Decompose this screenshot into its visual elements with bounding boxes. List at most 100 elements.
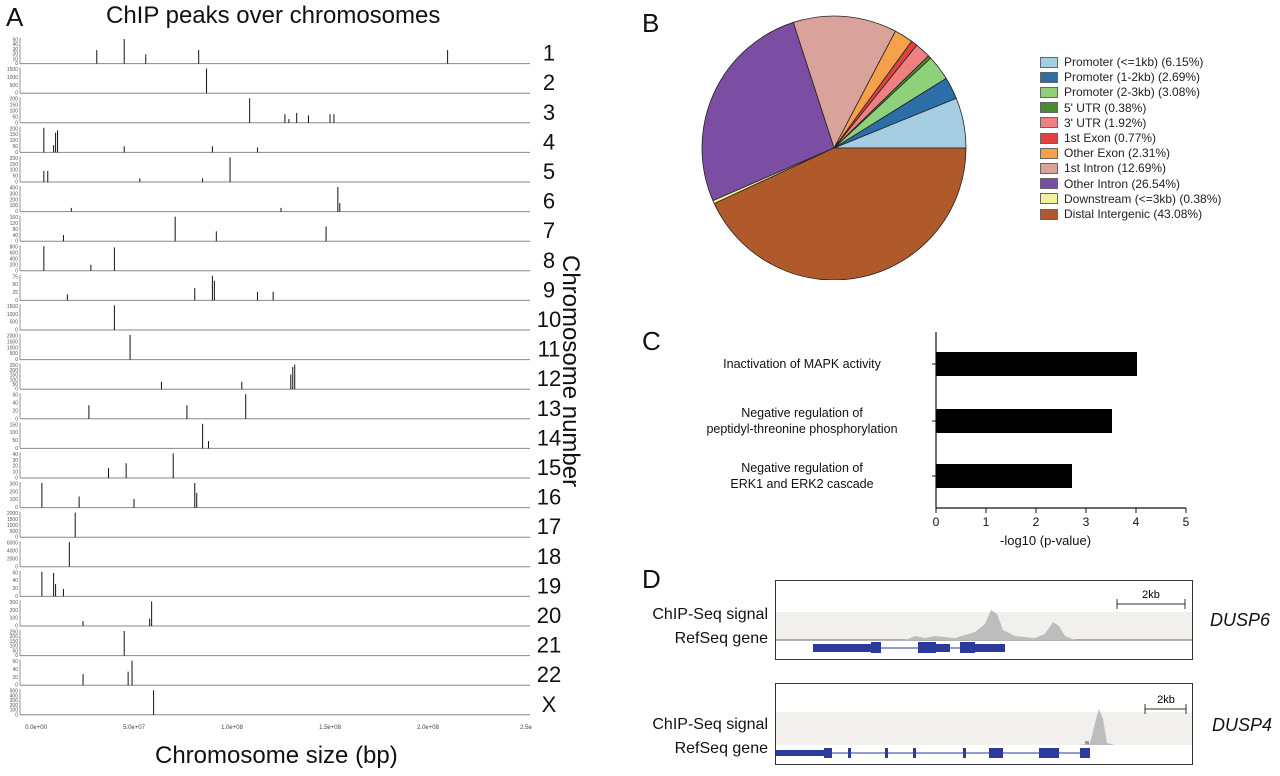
- chromosome-label: 20: [537, 603, 561, 628]
- legend-swatch: [1040, 193, 1058, 205]
- ytick-label: 0: [15, 624, 18, 630]
- ytick-label: 400: [10, 186, 19, 192]
- ytick-label: 20: [12, 586, 18, 592]
- go-bar: [936, 464, 1072, 488]
- bar-xlabel: -log10 (p-value): [1000, 533, 1092, 548]
- bar-xtick-label: 5: [1183, 515, 1190, 529]
- ytick-label: 2000: [7, 334, 18, 340]
- ytick-label: 150: [10, 103, 19, 109]
- ytick-label: 150: [10, 639, 19, 645]
- chip-signal-label: ChIP-Seq signal: [652, 716, 768, 733]
- ytick-label: 25: [12, 290, 18, 296]
- chromosome-row-20: 300 200 100 0 20: [10, 600, 562, 630]
- ytick-label: 0: [15, 505, 18, 511]
- ytick-label: 500: [10, 83, 19, 89]
- ytick-label: 40: [12, 233, 18, 239]
- panel-letter-b: B: [642, 8, 660, 38]
- ytick-label: 200: [10, 97, 19, 103]
- ytick-label: 0: [15, 387, 18, 393]
- ytick-label: 40: [12, 452, 18, 458]
- ytick-label: 0: [15, 653, 18, 659]
- legend-item: 3' UTR (1.92%): [1040, 116, 1146, 130]
- chromosome-label: 2: [543, 70, 555, 95]
- ytick-label: 120: [10, 221, 19, 227]
- ytick-label: 0: [15, 209, 18, 215]
- ytick-label: 50: [12, 174, 18, 180]
- ytick-label: 100: [10, 138, 19, 144]
- panel-letter-d: D: [642, 564, 661, 594]
- go-term-label: Negative regulation of ERK1 and ERK2 casc…: [672, 460, 932, 492]
- ytick-label: 0: [15, 535, 18, 541]
- chromosome-label: 6: [543, 189, 555, 214]
- legend-item: Other Exon (2.31%): [1040, 146, 1170, 160]
- ytick-label: 150: [10, 132, 19, 138]
- ytick-label: 200: [10, 262, 19, 268]
- ytick-label: 0: [15, 120, 18, 126]
- legend-item: Downstream (<=3kb) (0.38%): [1040, 192, 1221, 206]
- go-term-line: Negative regulation of: [741, 406, 863, 420]
- ytick-label: 40: [12, 667, 18, 673]
- dusp4-gene-name: DUSP4: [1212, 715, 1273, 735]
- bar-xtick-label: 2: [1033, 515, 1040, 529]
- pie-slice: [792, 15, 896, 150]
- legend-label: Downstream (<=3kb) (0.38%): [1064, 191, 1222, 206]
- ytick-label: 30: [12, 47, 18, 53]
- ytick-label: 0: [15, 150, 18, 156]
- ytick-label: 200: [10, 156, 19, 162]
- ytick-label: 0: [15, 328, 18, 334]
- chromosome-label: 7: [543, 218, 555, 243]
- legend-item: Promoter (1-2kb) (2.69%): [1040, 70, 1200, 84]
- ytick-label: 0: [15, 298, 18, 304]
- chromosome-label: 14: [537, 425, 561, 450]
- ytick-label: 200: [10, 634, 19, 640]
- ytick-label: 50: [12, 382, 18, 388]
- bar-xtick-label: 3: [1083, 515, 1090, 529]
- ytick-label: 60: [12, 393, 18, 399]
- chromosome-tracks: 50 40 30 20 10 0 1 1500 1000 500 0 2 200 150 100 50 0 3 20…: [0, 36, 580, 731]
- go-bar: [936, 409, 1112, 433]
- chromosome-row-14: 150 100 50 0 14: [10, 422, 562, 452]
- go-term-line: Negative regulation of: [741, 461, 863, 475]
- legend-item: Promoter (2-3kb) (3.08%): [1040, 85, 1200, 99]
- go-bar: [936, 352, 1137, 376]
- ytick-label: 6000: [7, 541, 18, 547]
- chromosome-label: 1: [543, 41, 555, 66]
- chromosome-row-2: 1500 1000 500 0 2: [7, 67, 555, 97]
- ytick-label: 200: [10, 197, 19, 203]
- ytick-label: 0: [15, 416, 18, 422]
- refseq-gene-label: RefSeq gene: [674, 630, 768, 647]
- legend-label: Distal Intergenic (43.08%): [1064, 207, 1203, 221]
- dusp6-gene-name: DUSP6: [1210, 610, 1271, 630]
- panel-a-xlabel: Chromosome size (bp): [155, 742, 398, 769]
- ytick-label: 1500: [7, 67, 18, 73]
- go-term-line: peptidyl-threonine phosphorylation: [706, 422, 898, 436]
- ytick-label: 200: [10, 126, 19, 132]
- ytick-label: 1500: [7, 517, 18, 523]
- bar-xtick-label: 0: [933, 515, 940, 529]
- legend-swatch: [1040, 208, 1058, 220]
- ytick-label: 0: [15, 683, 18, 689]
- ytick-label: 160: [10, 215, 19, 221]
- legend-label: Promoter (1-2kb) (2.69%): [1064, 70, 1201, 85]
- ytick-label: 300: [10, 482, 19, 488]
- chromosome-label: 15: [537, 455, 561, 480]
- chromosome-label: 16: [537, 485, 561, 510]
- ytick-label: 20: [12, 52, 18, 58]
- chromosome-label: 9: [543, 277, 555, 302]
- xtick-label: 1.5e+08: [319, 725, 342, 731]
- ytick-label: 1500: [7, 304, 18, 310]
- chromosome-row-19: 60 40 20 0 19: [12, 570, 561, 600]
- bar-xtick-label: 1: [983, 515, 990, 529]
- go-bar-chart: 0 1 2 3 4 5: [932, 332, 1190, 529]
- ytick-label: 200: [10, 608, 19, 614]
- ytick-label: 250: [10, 630, 19, 636]
- legend-swatch: [1040, 71, 1058, 83]
- legend-item: 5' UTR (0.38%): [1040, 101, 1146, 115]
- ytick-label: 50: [12, 144, 18, 150]
